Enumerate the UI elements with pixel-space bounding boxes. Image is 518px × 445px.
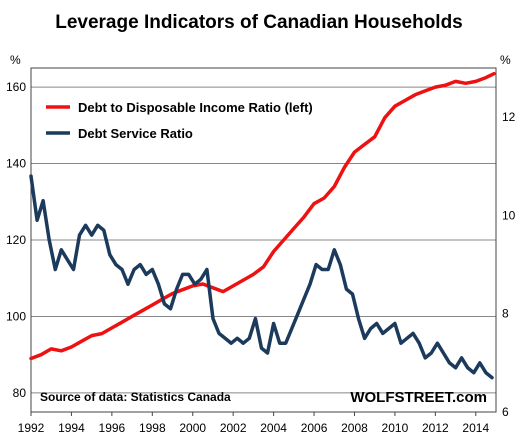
right-tick-label: 6 — [502, 405, 509, 419]
right-tick-label: 8 — [502, 307, 509, 321]
left-tick-label: 120 — [6, 233, 26, 247]
left-tick-label: 80 — [13, 386, 27, 400]
x-tick-label: 1994 — [58, 421, 85, 435]
left-axis-unit: % — [10, 53, 21, 67]
x-tick-label: 2010 — [382, 421, 409, 435]
x-tick-label: 2004 — [260, 421, 287, 435]
series-lines — [29, 71, 496, 380]
x-tick-label: 1998 — [139, 421, 166, 435]
legend-label-debt-service: Debt Service Ratio — [78, 126, 193, 141]
source-note: Source of data: Statistics Canada — [40, 390, 231, 404]
x-tick-label: 2002 — [220, 421, 247, 435]
chart-title: Leverage Indicators of Canadian Househol… — [55, 12, 463, 33]
left-tick-label: 100 — [6, 309, 26, 323]
plot-frame — [30, 67, 497, 413]
series-line-debt-service — [29, 174, 494, 380]
x-tick-label: 2014 — [462, 421, 489, 435]
x-tick-label: 2000 — [179, 421, 206, 435]
x-tick-label: 1996 — [99, 421, 126, 435]
x-tick-label: 1992 — [18, 421, 45, 435]
brand-label: WOLFSTREET.com — [350, 389, 487, 406]
grid-lines — [31, 86, 496, 394]
legend: Debt to Disposable Income Ratio (left) D… — [46, 100, 313, 141]
x-axis-ticks: 1992 1994 1996 1998 2000 2002 2004 2006 2008 2010… — [18, 412, 489, 435]
right-axis-ticks: 6 8 10 12 — [502, 110, 516, 419]
x-tick-label: 2008 — [341, 421, 368, 435]
right-axis-unit: % — [500, 53, 511, 67]
right-tick-label: 10 — [502, 208, 516, 222]
x-tick-label: 2006 — [301, 421, 328, 435]
x-tick-label: 2012 — [422, 421, 449, 435]
right-tick-label: 12 — [502, 110, 516, 124]
legend-label-debt-income: Debt to Disposable Income Ratio (left) — [78, 100, 313, 115]
left-tick-label: 140 — [6, 157, 26, 171]
series-line-debt-income — [29, 71, 496, 361]
left-axis-ticks: 80 100 120 140 160 — [6, 80, 26, 400]
left-tick-label: 160 — [6, 80, 26, 94]
